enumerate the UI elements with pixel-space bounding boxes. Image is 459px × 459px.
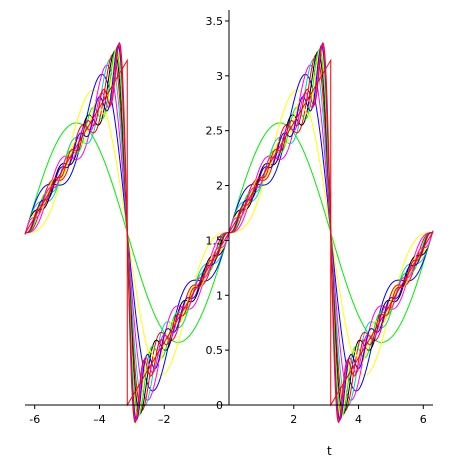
x-tick-label: -6 bbox=[29, 413, 40, 426]
y-tick-label: 2 bbox=[216, 180, 223, 193]
tick-layer: -6 –4 –2 2 4 6 0 0.5 1 1.5 2 2.5 3 3.5 bbox=[29, 15, 427, 426]
x-tick-label: 4 bbox=[355, 413, 362, 426]
y-tick-label: 0.5 bbox=[206, 344, 224, 357]
y-tick-label: 1.5 bbox=[206, 234, 224, 247]
x-tick-label: –4 bbox=[93, 413, 106, 426]
y-tick-label: 0 bbox=[216, 399, 223, 412]
y-tick-label: 1 bbox=[216, 289, 223, 302]
y-tick-label: 3 bbox=[216, 70, 223, 83]
y-tick-label: 3.5 bbox=[206, 15, 224, 28]
x-axis-title: t bbox=[327, 444, 332, 458]
y-tick-label: 2.5 bbox=[206, 125, 224, 138]
x-tick-label: 6 bbox=[420, 413, 427, 426]
x-tick-label: –2 bbox=[158, 413, 171, 426]
x-tick-label: 2 bbox=[290, 413, 297, 426]
